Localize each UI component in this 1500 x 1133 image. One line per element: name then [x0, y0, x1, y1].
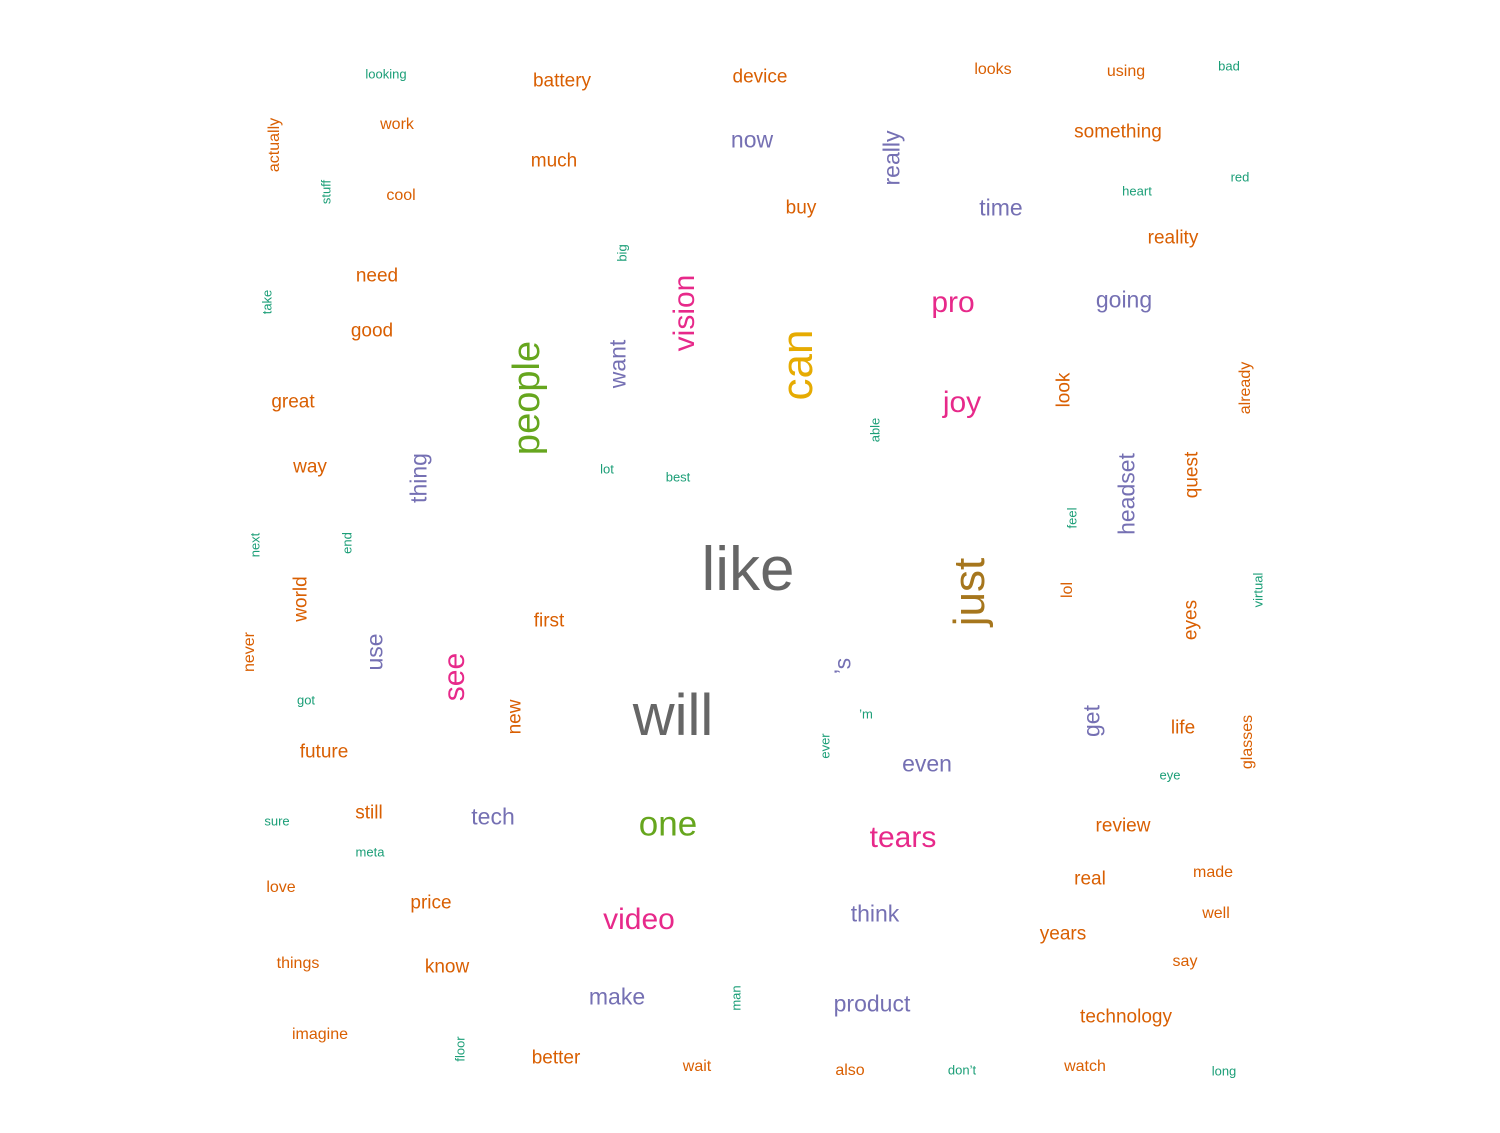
word-things: things — [276, 955, 320, 972]
word-just: just — [945, 557, 994, 627]
word-years: years — [1039, 923, 1087, 945]
word-tech: tech — [471, 803, 515, 830]
word-imagine: imagine — [291, 1026, 349, 1043]
word-eye: eye — [1159, 767, 1181, 783]
word-future: future — [299, 741, 349, 763]
word-first: first — [533, 610, 565, 632]
word-something: something — [1074, 121, 1162, 143]
word-m: ’m — [859, 706, 873, 722]
word-new: new — [504, 699, 526, 735]
word-looks: looks — [974, 61, 1012, 78]
word-actually: actually — [266, 117, 283, 173]
word-ever: ever — [817, 733, 833, 759]
word-battery: battery — [532, 70, 592, 92]
word-looking: looking — [365, 66, 407, 82]
word-already: already — [1237, 361, 1254, 415]
word-say: say — [1172, 953, 1198, 970]
word-much: much — [530, 150, 578, 172]
word-big: big — [614, 244, 630, 262]
word-also: also — [835, 1062, 865, 1079]
word-world: world — [290, 576, 312, 622]
word-thing: thing — [405, 453, 432, 503]
word-see: see — [438, 652, 471, 702]
word-way: way — [293, 456, 327, 478]
word-think: think — [850, 900, 900, 927]
word-bad: bad — [1218, 58, 1240, 74]
word-use: use — [361, 633, 388, 671]
word-buy: buy — [785, 197, 817, 219]
word-love: love — [266, 879, 296, 896]
word-one: one — [638, 804, 698, 844]
word-good: good — [350, 320, 394, 342]
word-going: going — [1095, 286, 1153, 313]
word-will: will — [632, 683, 714, 748]
word-never: never — [241, 631, 258, 673]
word-better: better — [531, 1047, 581, 1069]
word-great: great — [271, 391, 315, 413]
word-heart: heart — [1122, 183, 1152, 199]
word-red: red — [1230, 169, 1250, 185]
word-dont: don’t — [947, 1062, 977, 1078]
word-feel: feel — [1064, 507, 1080, 529]
word-glasses: glasses — [1239, 714, 1256, 770]
word-reality: reality — [1147, 227, 1199, 249]
word-floor: floor — [452, 1036, 468, 1062]
word-now: now — [730, 126, 774, 153]
word-like: like — [701, 535, 795, 604]
word-device: device — [732, 66, 788, 88]
word-headset: headset — [1113, 453, 1140, 535]
word-price: price — [410, 892, 452, 914]
word-work: work — [380, 116, 414, 133]
word-even: even — [902, 750, 952, 777]
word-make: make — [588, 983, 646, 1010]
word-eyes: eyes — [1180, 599, 1202, 641]
word-video: video — [603, 903, 675, 936]
word-take: take — [259, 289, 275, 315]
word-life: life — [1170, 717, 1196, 739]
word-need: need — [355, 265, 399, 287]
word-really: really — [878, 130, 905, 186]
word-can: can — [773, 329, 822, 401]
word-get: get — [1078, 705, 1105, 737]
word-product: product — [833, 990, 911, 1017]
word-technology: technology — [1080, 1006, 1172, 1028]
word-people: people — [506, 340, 548, 456]
word-well: well — [1202, 905, 1230, 922]
word-made: made — [1192, 864, 1234, 881]
word-lol: lol — [1059, 581, 1076, 599]
word-next: next — [247, 532, 263, 558]
word-quest: quest — [1181, 451, 1203, 499]
word-joy: joy — [942, 386, 982, 419]
word-virtual: virtual — [1250, 572, 1266, 608]
word-got: got — [296, 692, 316, 708]
word-wait: wait — [682, 1058, 712, 1075]
word-end: end — [339, 532, 355, 554]
word-using: using — [1106, 63, 1146, 80]
word-look: look — [1053, 372, 1075, 408]
word-best: best — [665, 469, 691, 485]
word-tears: tears — [869, 821, 937, 854]
word-want: want — [604, 339, 631, 389]
word-time: time — [979, 194, 1023, 221]
word-real: real — [1074, 868, 1106, 890]
word-still: still — [355, 802, 383, 824]
word-s: ’s — [829, 657, 856, 675]
word-pro: pro — [931, 286, 975, 319]
word-vision: vision — [668, 274, 701, 352]
word-know: know — [424, 956, 470, 978]
word-meta: meta — [355, 844, 385, 860]
word-stuff: stuff — [318, 179, 334, 205]
word-review: review — [1095, 815, 1151, 837]
word-sure: sure — [264, 813, 290, 829]
word-able: able — [867, 417, 883, 443]
word-long: long — [1211, 1063, 1237, 1079]
word-man: man — [728, 985, 744, 1011]
word-lot: lot — [600, 461, 614, 477]
word-cool: cool — [386, 187, 416, 204]
word-watch: watch — [1064, 1058, 1106, 1075]
